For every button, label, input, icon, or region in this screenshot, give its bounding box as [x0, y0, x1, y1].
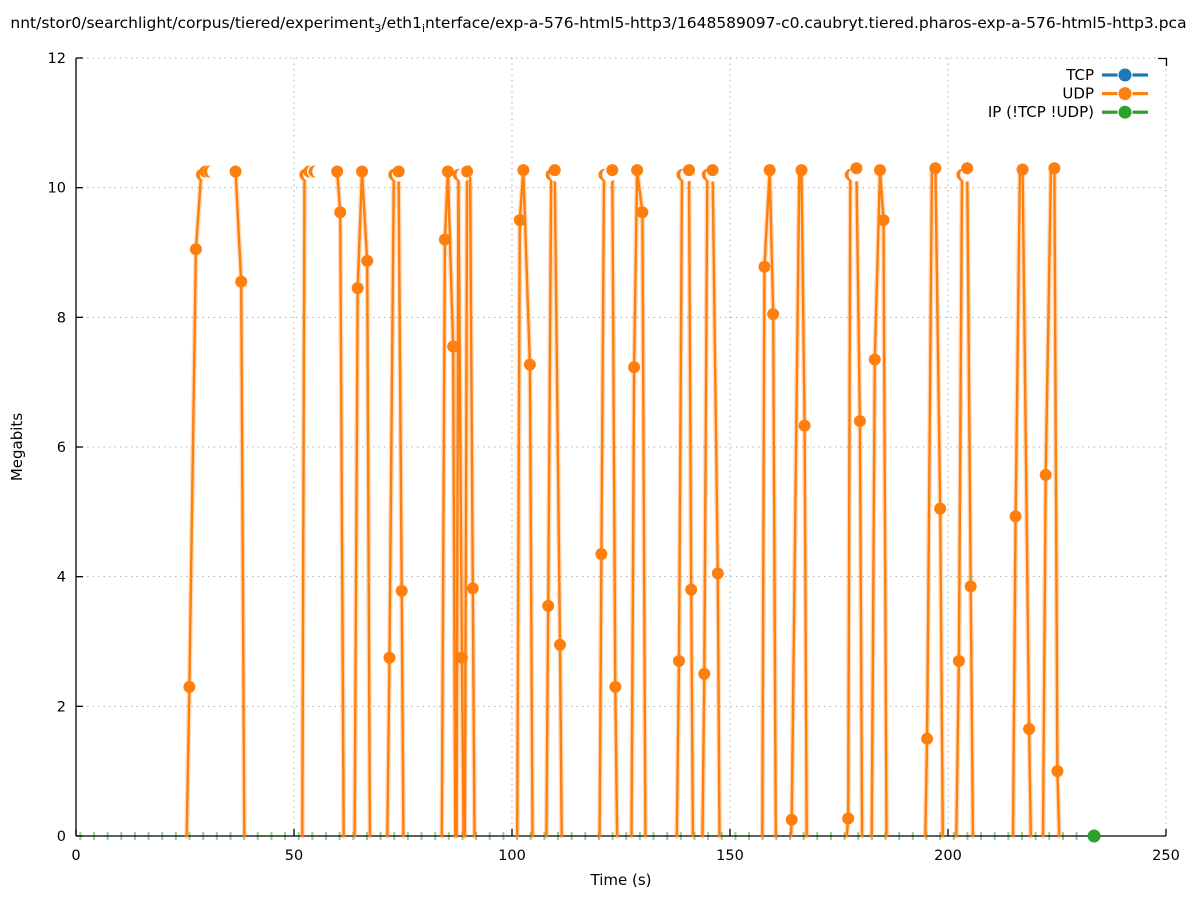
- udp-point-marker: [466, 582, 479, 595]
- plot-corner-mark: [1158, 57, 1168, 66]
- udp-point-marker: [698, 667, 711, 680]
- udp-point-marker: [395, 584, 408, 597]
- udp-point-marker: [1051, 765, 1064, 778]
- udp-point-marker: [334, 206, 347, 219]
- x-axis-title: Time (s): [590, 871, 652, 889]
- legend-label-tcp: TCP: [1065, 66, 1094, 84]
- udp-point-marker: [853, 415, 866, 428]
- x-tick-label: 150: [716, 848, 744, 864]
- title-text: /eth1: [381, 14, 422, 32]
- udp-point-marker: [517, 164, 530, 177]
- udp-point-marker: [850, 162, 863, 175]
- y-tick-label: 2: [57, 699, 66, 715]
- chart-title: nnt/stor0/searchlight/corpus/tiered/expe…: [10, 14, 1186, 35]
- udp-point-marker: [548, 164, 561, 177]
- udp-point-marker: [1048, 162, 1061, 175]
- udp-marker-eraser: [312, 164, 326, 179]
- y-tick-label: 0: [57, 829, 66, 845]
- udp-point-marker: [513, 214, 526, 227]
- udp-point-marker: [921, 732, 934, 745]
- udp-point-marker: [606, 164, 619, 177]
- udp-point-marker: [628, 361, 641, 374]
- udp-point-marker: [1039, 468, 1052, 481]
- udp-point-marker: [441, 165, 454, 178]
- udp-point-marker: [189, 243, 202, 256]
- udp-point-marker: [542, 599, 555, 612]
- udp-point-marker: [356, 165, 369, 178]
- udp-point-marker: [711, 567, 724, 580]
- udp-point-marker: [1016, 163, 1029, 176]
- udp-point-marker: [455, 651, 468, 664]
- udp-point-marker: [631, 164, 644, 177]
- ip-final-point: [1087, 829, 1101, 843]
- udp-point-marker: [438, 233, 451, 246]
- udp-point-marker: [1009, 510, 1022, 523]
- y-tick-label: 4: [57, 570, 66, 586]
- udp-line: [301, 173, 306, 838]
- title-text: nnt/stor0/searchlight/corpus/tiered/expe…: [10, 14, 375, 32]
- udp-point-marker: [706, 164, 719, 177]
- udp-point-marker: [383, 651, 396, 664]
- udp-point-marker: [961, 162, 974, 175]
- udp-point-marker: [929, 162, 942, 175]
- udp-point-marker: [877, 214, 890, 227]
- udp-point-marker: [361, 254, 374, 267]
- title-subscript: i: [421, 22, 426, 36]
- legend-label-udp: UDP: [1062, 85, 1094, 103]
- udp-marker-eraser: [207, 164, 221, 179]
- x-tick-label: 50: [285, 848, 303, 864]
- udp-point-marker: [798, 419, 811, 432]
- y-tick-label: 10: [48, 181, 66, 197]
- y-tick-label: 12: [48, 51, 66, 67]
- udp-point-marker: [447, 340, 460, 353]
- udp-point-marker: [842, 812, 855, 825]
- title-subscript: 3: [374, 22, 382, 36]
- udp-point-marker: [672, 654, 685, 667]
- udp-point-marker: [934, 502, 947, 515]
- udp-point-marker: [1023, 723, 1036, 736]
- udp-point-marker: [952, 654, 965, 667]
- y-axis-title: Megabits: [8, 412, 26, 482]
- udp-point-marker: [461, 165, 474, 178]
- udp-point-marker: [964, 580, 977, 593]
- title-text: nterface/exp-a-576-html5-http3/164858909…: [425, 14, 1187, 32]
- udp-point-marker: [392, 165, 405, 178]
- udp-point-marker: [868, 353, 881, 366]
- legend-point-sample: [1118, 68, 1132, 82]
- udp-point-marker: [595, 547, 608, 560]
- legend-label-ip: IP (!TCP !UDP): [988, 103, 1094, 121]
- udp-point-marker: [609, 680, 622, 693]
- udp-point-marker: [553, 638, 566, 651]
- udp-point-marker: [331, 165, 344, 178]
- udp-point-marker: [758, 260, 771, 273]
- legend-point-sample: [1118, 105, 1132, 119]
- udp-point-marker: [763, 164, 776, 177]
- udp-point-marker: [636, 206, 649, 219]
- udp-point-marker: [785, 813, 798, 826]
- udp-point-marker: [795, 164, 808, 177]
- udp-point-marker: [351, 282, 364, 295]
- y-tick-label: 6: [57, 440, 66, 456]
- y-tick-label: 8: [57, 310, 66, 326]
- legend-point-sample: [1118, 87, 1132, 101]
- x-tick-label: 250: [1152, 848, 1180, 864]
- udp-point-marker: [767, 308, 780, 321]
- udp-point-marker: [873, 164, 886, 177]
- udp-point-marker: [683, 164, 696, 177]
- x-tick-label: 200: [934, 848, 962, 864]
- udp-line: [455, 173, 465, 838]
- udp-point-marker: [685, 583, 698, 596]
- udp-point-marker: [523, 358, 536, 371]
- x-tick-label: 100: [498, 848, 526, 864]
- udp-point-marker: [183, 680, 196, 693]
- udp-point-marker: [235, 275, 248, 288]
- udp-line: [185, 173, 203, 838]
- x-tick-label: 0: [71, 848, 80, 864]
- udp-point-marker: [229, 165, 242, 178]
